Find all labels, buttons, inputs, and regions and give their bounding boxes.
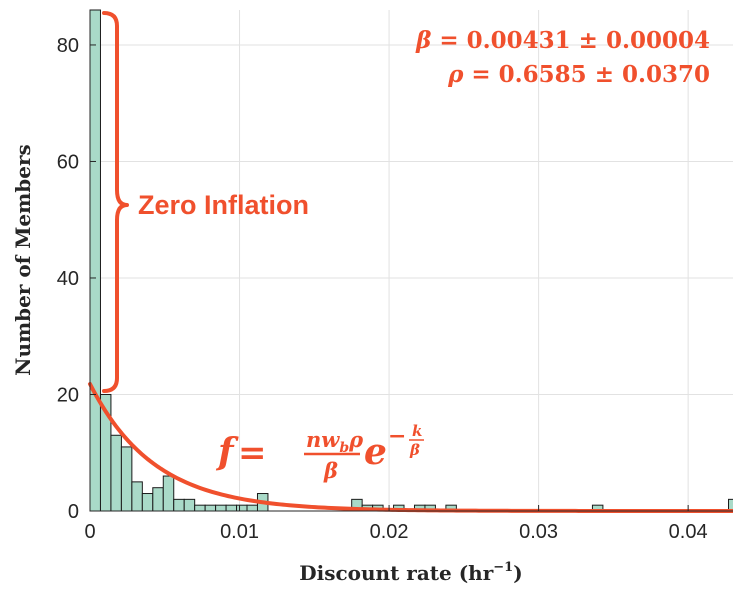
svg-text:β: β — [323, 458, 338, 483]
y-tick-labels: 0 20 40 60 80 — [57, 35, 96, 523]
histogram-bar — [120, 446, 133, 512]
rho-estimate: ρ = 0.6585 ± 0.0370 — [447, 61, 710, 88]
x-tick-label: 0.04 — [669, 521, 708, 543]
svg-text:−: − — [388, 423, 406, 449]
y-tick-label: 40 — [57, 268, 79, 290]
histogram-bar — [194, 504, 206, 512]
x-tick-label: 0.01 — [220, 521, 259, 543]
y-tick-label: 60 — [57, 151, 79, 173]
beta-estimate: β = 0.00431 ± 0.00004 — [415, 27, 710, 54]
histogram-bar — [236, 504, 248, 512]
y-tick-label: 0 — [68, 501, 79, 523]
histogram-bar — [204, 504, 217, 512]
histogram-bar — [162, 475, 175, 512]
x-tick-label: 0.02 — [370, 521, 409, 543]
histogram-bar — [246, 504, 258, 512]
histogram-bar — [89, 9, 101, 512]
x-tick-label: 0.03 — [519, 521, 558, 543]
histogram-bar — [131, 481, 143, 512]
histogram-bar — [173, 498, 185, 512]
x-tick-labels: 0 0.01 0.02 0.03 0.04 — [84, 505, 708, 543]
zero-inflation-brace — [102, 11, 129, 393]
histogram-bar — [225, 504, 238, 512]
svg-text:β: β — [409, 441, 420, 459]
histogram-bar — [141, 493, 154, 512]
histogram-bar — [215, 504, 227, 512]
y-tick-label: 20 — [57, 384, 79, 406]
svg-text:=: = — [238, 433, 267, 473]
histogram-bar — [183, 498, 196, 512]
zero-inflation-label: Zero Inflation — [138, 190, 309, 220]
y-axis-title: Number of Members — [11, 144, 35, 376]
histogram-bar — [728, 498, 733, 512]
grid-lines — [90, 10, 733, 511]
histogram-bar — [110, 434, 122, 512]
svg-text:k: k — [412, 422, 422, 440]
svg-text:nwbρ: nwbρ — [306, 427, 364, 456]
plot-area — [90, 10, 733, 511]
x-tick-label: 0 — [84, 521, 95, 543]
axes — [89, 10, 733, 512]
histogram-bar — [152, 487, 164, 512]
x-axis-title: Discount rate (hr−1) — [299, 560, 522, 585]
y-tick-label: 80 — [57, 35, 79, 57]
svg-text:e: e — [364, 431, 387, 473]
